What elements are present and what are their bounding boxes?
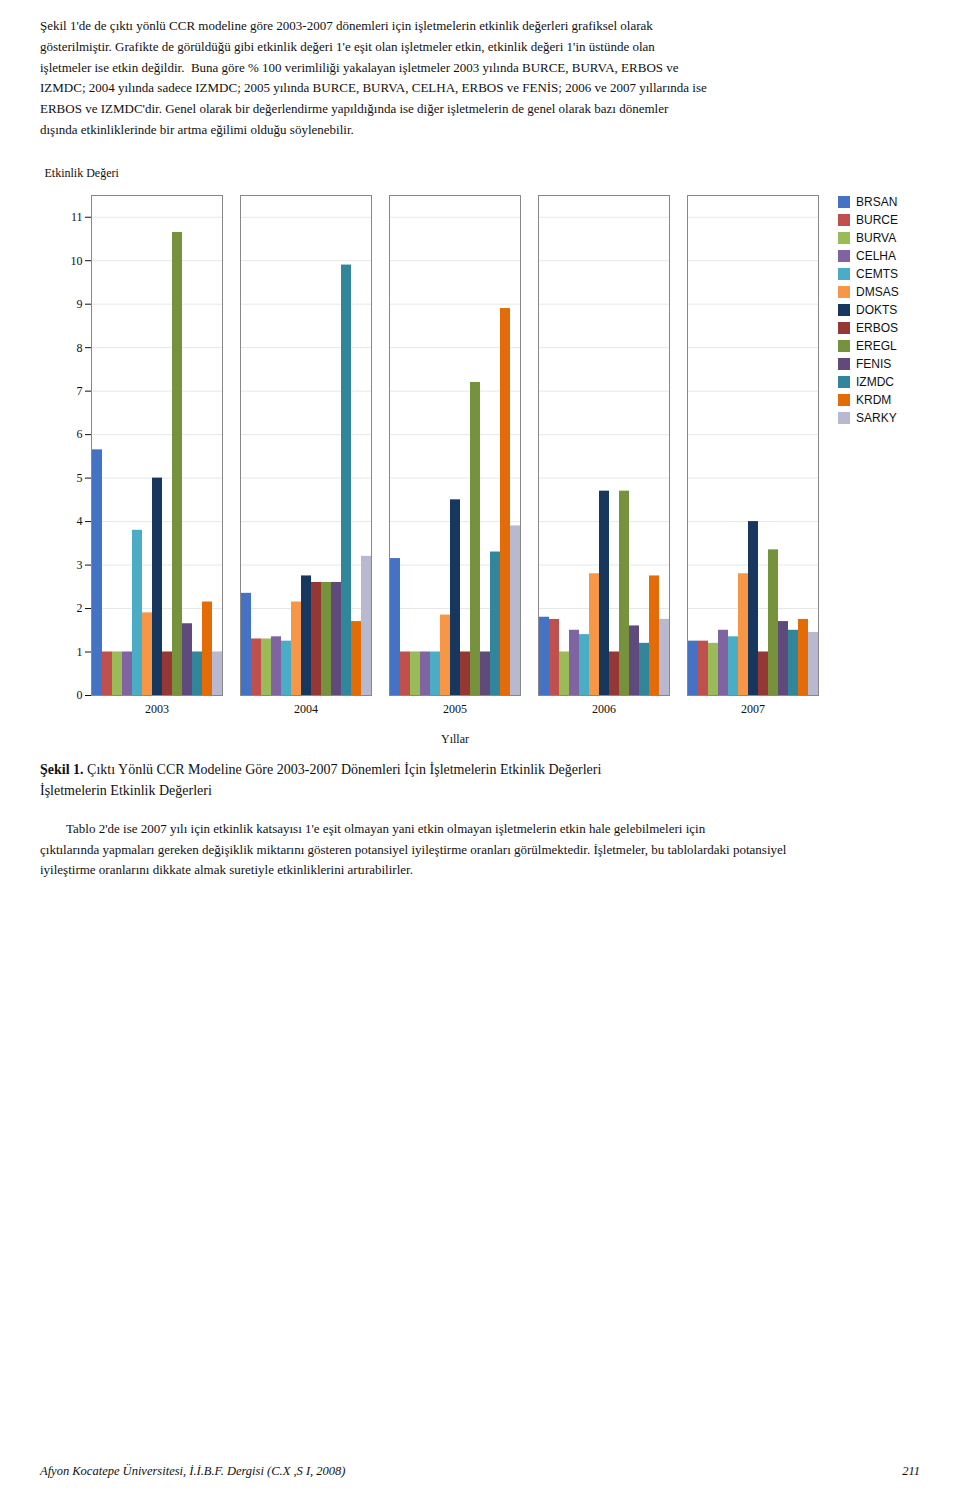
html-text:BURCE: BURCE — [856, 212, 898, 227]
html-text:dışında etkinliklerinde bir ar: dışında etkinliklerinde bir artma eğilim… — [40, 122, 354, 137]
html-text:211: 211 — [902, 1464, 920, 1478]
html-text:BRSAN: BRSAN — [856, 194, 898, 209]
html-text:ERBOS ve IZMDC'dir. Genel olar: ERBOS ve IZMDC'dir. Genel olarak bir değ… — [40, 101, 669, 117]
svg-text:2003: 2003 — [145, 702, 169, 716]
svg-text:2007: 2007 — [741, 702, 765, 716]
html-text:ERBOS: ERBOS — [856, 320, 898, 335]
svg-text:2004: 2004 — [294, 702, 318, 716]
html-text:Şekil 1. Çıktı Yönlü CCR Model: Şekil 1. Çıktı Yönlü CCR Modeline Göre 2… — [40, 761, 602, 777]
html-text:FENIS: FENIS — [856, 356, 892, 371]
svg-text:0: 0 — [77, 688, 83, 702]
html-text:IZMDC: IZMDC — [856, 374, 894, 389]
svg-text:6: 6 — [77, 427, 83, 441]
svg-text:10: 10 — [71, 253, 83, 267]
html-text:İşletmelerin Etkinlik Değerler: İşletmelerin Etkinlik Değerleri — [40, 782, 212, 798]
html-text:SARKY: SARKY — [856, 410, 897, 425]
html-text:BURVA: BURVA — [856, 230, 897, 245]
svg-text:Yıllar: Yıllar — [441, 731, 469, 745]
svg-text:2006: 2006 — [592, 702, 616, 716]
svg-text:9: 9 — [77, 297, 83, 311]
svg-text:Etkinlik Değeri: Etkinlik Değeri — [45, 166, 120, 180]
svg-text:2005: 2005 — [443, 702, 467, 716]
html-text:EREGL: EREGL — [856, 338, 897, 353]
html-text:DOKTS: DOKTS — [856, 302, 898, 317]
html-text:CEMTS: CEMTS — [856, 266, 898, 281]
svg-text:8: 8 — [77, 340, 83, 354]
html-text:KRDM: KRDM — [856, 392, 892, 407]
svg-text:4: 4 — [77, 514, 83, 528]
html-text:DMSAS: DMSAS — [856, 284, 899, 299]
html-text:CELHA: CELHA — [856, 248, 896, 263]
svg-text:5: 5 — [77, 471, 83, 485]
svg-text:2: 2 — [77, 601, 83, 615]
html-text:gösterilmiştir. Grafikte de gö: gösterilmiştir. Grafikte de görüldüğü gi… — [40, 38, 655, 54]
html-text:Afyon Kocatepe Üniversitesi, İ: Afyon Kocatepe Üniversitesi, İ.İ.B.F. De… — [40, 1464, 346, 1478]
svg-text:1: 1 — [77, 645, 83, 659]
svg-text:11: 11 — [71, 210, 83, 224]
svg-text:7: 7 — [77, 384, 83, 398]
html-text:çıktılarında yapmaları gereken: çıktılarında yapmaları gereken değişikli… — [40, 841, 787, 857]
html-text:işletmeler ise etkin değildir.: işletmeler ise etkin değildir. Buna göre… — [40, 59, 679, 75]
html-text:Şekil 1'de de çıktı yönlü CCR: Şekil 1'de de çıktı yönlü CCR modeline g… — [40, 18, 653, 33]
html-text:Tablo 2'de ise 2007 yılı için: Tablo 2'de ise 2007 yılı için etkinlik k… — [40, 820, 706, 836]
html-text:IZMDC; 2004 yılında sadece IZM: IZMDC; 2004 yılında sadece IZMDC; 2005 y… — [40, 80, 707, 96]
html-text:iyileştirme oranlarını dikkate: iyileştirme oranlarını dikkate almak sur… — [40, 862, 413, 878]
svg-text:3: 3 — [77, 558, 83, 572]
